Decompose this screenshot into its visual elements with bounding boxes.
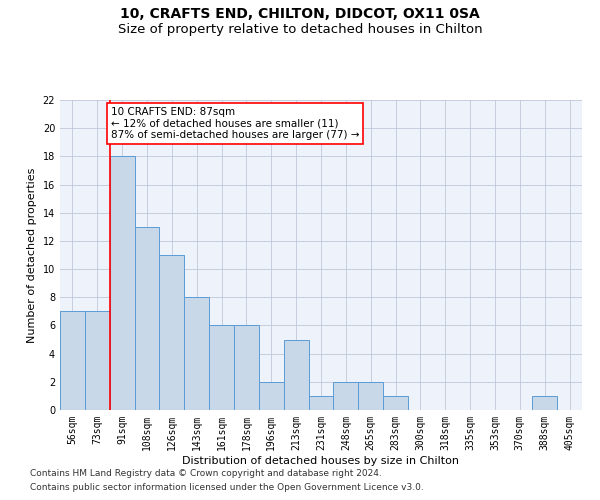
Bar [60, 312, 85, 410]
Bar [383, 396, 408, 410]
Y-axis label: Number of detached properties: Number of detached properties [27, 168, 37, 342]
Bar [85, 312, 110, 410]
Bar [259, 382, 284, 410]
Bar [160, 255, 184, 410]
Text: Contains HM Land Registry data © Crown copyright and database right 2024.: Contains HM Land Registry data © Crown c… [30, 468, 382, 477]
Bar [334, 382, 358, 410]
Bar [284, 340, 308, 410]
X-axis label: Distribution of detached houses by size in Chilton: Distribution of detached houses by size … [182, 456, 460, 466]
Text: Size of property relative to detached houses in Chilton: Size of property relative to detached ho… [118, 22, 482, 36]
Bar [358, 382, 383, 410]
Bar [308, 396, 334, 410]
Text: 10 CRAFTS END: 87sqm
← 12% of detached houses are smaller (11)
87% of semi-detac: 10 CRAFTS END: 87sqm ← 12% of detached h… [111, 107, 359, 140]
Bar [110, 156, 134, 410]
Bar [234, 326, 259, 410]
Bar [184, 298, 209, 410]
Bar [209, 326, 234, 410]
Bar [532, 396, 557, 410]
Bar [134, 227, 160, 410]
Text: Contains public sector information licensed under the Open Government Licence v3: Contains public sector information licen… [30, 484, 424, 492]
Text: 10, CRAFTS END, CHILTON, DIDCOT, OX11 0SA: 10, CRAFTS END, CHILTON, DIDCOT, OX11 0S… [120, 8, 480, 22]
